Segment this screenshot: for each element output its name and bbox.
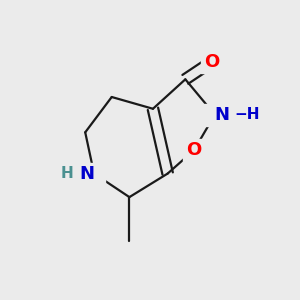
Point — [209, 59, 214, 64]
Text: N: N — [215, 106, 230, 124]
Text: O: O — [187, 141, 202, 159]
Point — [92, 171, 97, 176]
Text: O: O — [204, 53, 220, 71]
Text: N: N — [79, 165, 94, 183]
Text: H: H — [61, 166, 74, 181]
Point — [212, 112, 217, 117]
Point — [192, 148, 197, 152]
Text: −H: −H — [235, 106, 260, 122]
